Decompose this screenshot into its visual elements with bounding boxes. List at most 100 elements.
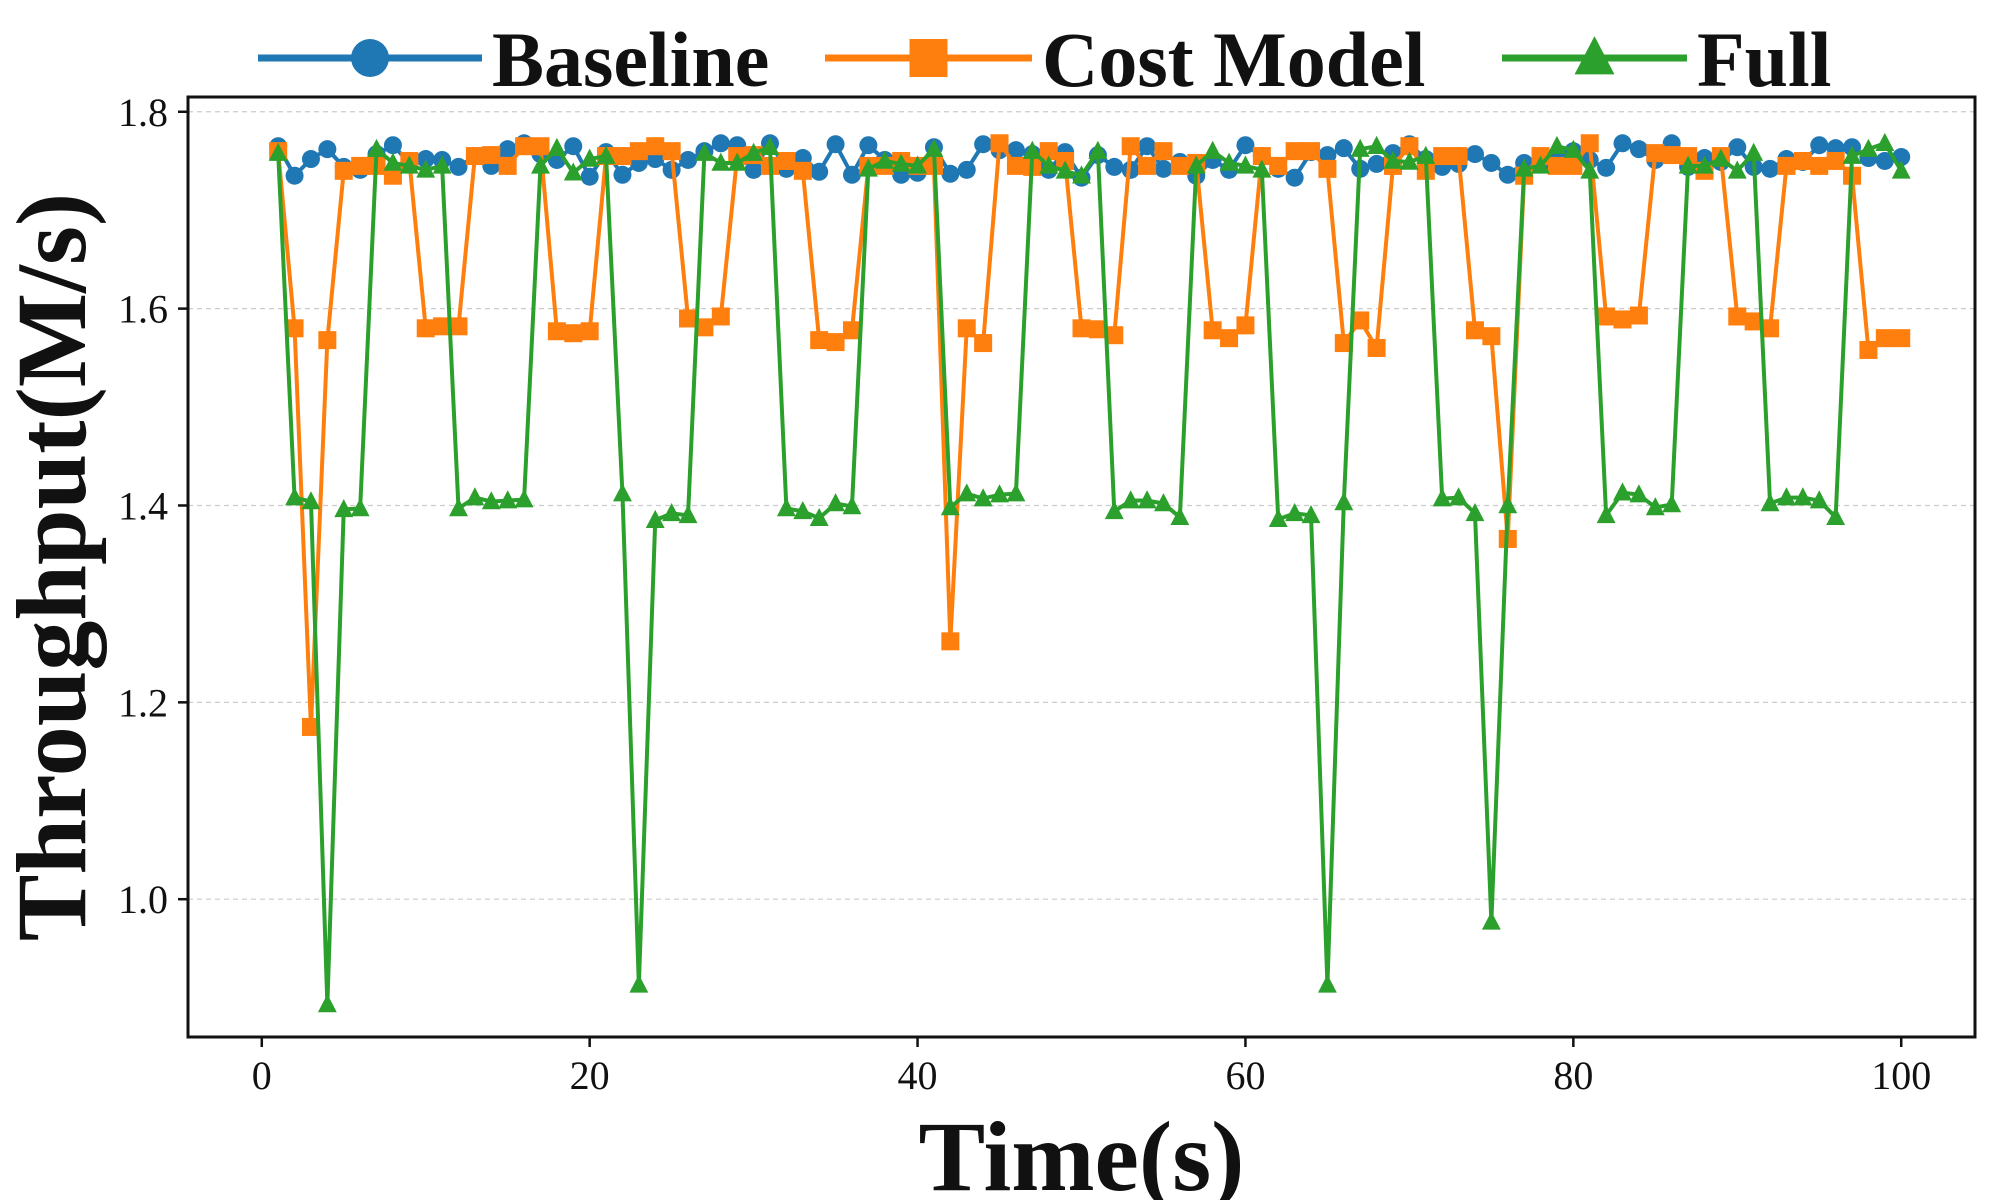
data-point: [809, 507, 829, 527]
data-point: [1744, 142, 1764, 161]
data-point: [760, 136, 780, 155]
data-point: [793, 161, 812, 180]
data-point: [793, 501, 813, 520]
data-point: [957, 483, 977, 502]
data-point: [891, 153, 911, 172]
data-point: [1613, 482, 1632, 501]
data-point: [531, 155, 550, 174]
data-point: [1235, 155, 1255, 174]
data-point: [711, 307, 730, 326]
data-point: [596, 145, 616, 164]
x-tick-label: 60: [1225, 1053, 1265, 1098]
data-point: [859, 136, 878, 155]
data-point: [416, 159, 436, 178]
data-point: [1203, 321, 1222, 340]
data-point: [973, 488, 993, 507]
data-point: [580, 167, 599, 186]
data-point: [1662, 494, 1682, 513]
data-point: [1728, 307, 1747, 326]
data-point: [1121, 137, 1140, 156]
series-layer: [268, 132, 1911, 1013]
data-point: [1400, 137, 1419, 156]
data-point: [1154, 159, 1173, 178]
data-point: [515, 137, 534, 156]
data-point: [1105, 157, 1124, 176]
data-point: [1268, 508, 1288, 528]
data-point: [1711, 148, 1731, 167]
data-point: [1760, 493, 1780, 512]
data-point: [367, 138, 386, 157]
data-point: [1220, 329, 1239, 348]
data-point: [613, 165, 632, 184]
legend-label: Full: [1697, 16, 1831, 103]
data-point: [1810, 136, 1829, 155]
data-point: [1154, 493, 1173, 512]
data-point: [564, 324, 583, 343]
data-point: [1777, 156, 1796, 175]
data-point: [1072, 319, 1091, 338]
data-point: [662, 503, 682, 522]
data-point: [1318, 159, 1337, 178]
data-point: [1317, 974, 1337, 993]
data-point: [285, 319, 304, 338]
data-point: [1137, 490, 1157, 509]
data-point: [1547, 135, 1567, 154]
legend: Baseline Cost Model Full: [258, 16, 1831, 103]
data-point: [1121, 490, 1141, 509]
data-point: [810, 331, 829, 350]
data-point: [662, 142, 681, 161]
data-point: [1875, 151, 1894, 170]
data-point: [580, 322, 599, 341]
data-point: [1138, 156, 1157, 175]
legend-item-cost-model: Cost Model: [825, 16, 1425, 103]
y-tick-label: 1.0: [118, 877, 168, 922]
data-point: [301, 717, 320, 736]
data-point: [1662, 146, 1681, 165]
data-point: [1334, 139, 1353, 158]
data-point: [678, 504, 698, 524]
data-point: [1498, 165, 1517, 184]
data-point: [564, 137, 583, 156]
data-point: [531, 137, 550, 156]
data-point: [1318, 146, 1337, 165]
data-point: [957, 160, 976, 179]
legend-item-baseline: Baseline: [258, 16, 769, 103]
data-point: [1334, 334, 1353, 353]
data-point: [826, 135, 845, 154]
data-point: [318, 331, 337, 350]
x-axis-title: Time(s): [919, 1101, 1245, 1200]
data-point: [350, 498, 370, 517]
data-point: [826, 333, 845, 352]
data-point: [1761, 319, 1780, 338]
data-point: [1695, 155, 1714, 174]
data-point: [1597, 158, 1616, 177]
data-point: [1252, 159, 1272, 178]
data-point: [1793, 151, 1812, 170]
data-point: [498, 156, 517, 175]
data-point: [1006, 156, 1025, 175]
data-point: [1482, 153, 1501, 172]
data-point: [1055, 160, 1075, 179]
data-point: [974, 334, 993, 353]
data-point: [1416, 145, 1436, 164]
data-point: [514, 489, 534, 508]
data-point: [1301, 504, 1321, 524]
data-point: [842, 321, 861, 340]
data-point: [1793, 487, 1813, 506]
data-point: [1383, 150, 1403, 169]
data-point: [842, 165, 861, 184]
data-point: [941, 164, 960, 183]
data-point: [1547, 156, 1566, 175]
data-point: [1252, 147, 1271, 166]
data-point: [613, 147, 632, 166]
data-point: [1203, 140, 1223, 159]
data-point: [1186, 155, 1206, 174]
data-point: [1629, 484, 1649, 503]
data-point: [629, 142, 648, 161]
y-axis-title: Throughput(M/s): [0, 193, 107, 941]
data-point: [629, 974, 649, 993]
data-point: [1892, 329, 1911, 348]
data-point: [1858, 138, 1878, 157]
